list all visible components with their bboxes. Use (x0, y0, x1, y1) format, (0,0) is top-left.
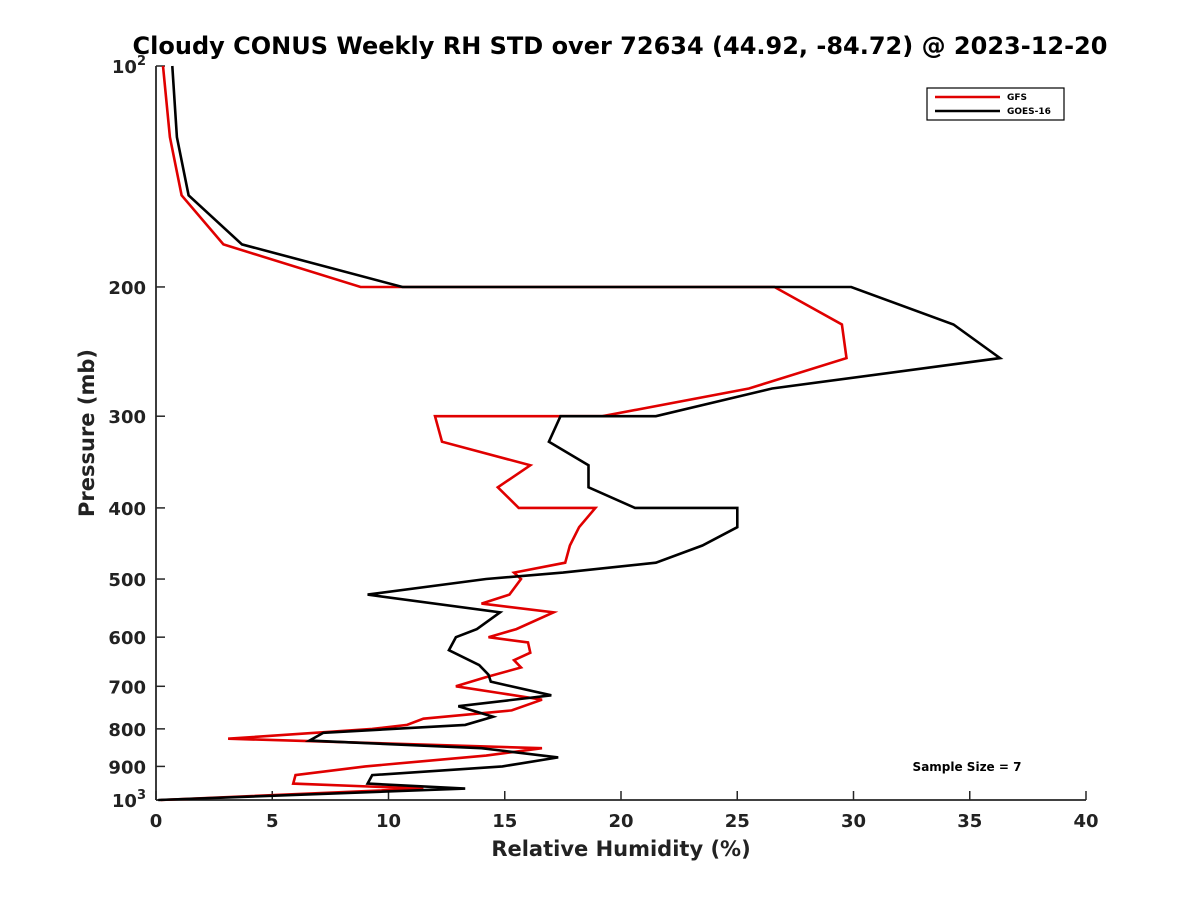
chart-title: Cloudy CONUS Weekly RH STD over 72634 (4… (133, 32, 1108, 60)
x-tick-label: 15 (492, 811, 517, 832)
y-tick-label: 400 (108, 499, 146, 520)
x-tick-label: 20 (608, 811, 633, 832)
x-tick-label: 0 (150, 811, 163, 832)
legend-label-gfs: GFS (1007, 93, 1027, 103)
y-tick-label: 103 (112, 788, 146, 812)
y-tick-label: 600 (108, 628, 146, 649)
legend-label-goes16: GOES-16 (1007, 107, 1051, 117)
x-ticks: 0 5 10 15 20 25 30 35 40 (150, 791, 1099, 832)
y-tick-label: 700 (108, 677, 146, 698)
y-tick-label: 900 (108, 757, 146, 778)
y-tick-label: 300 (108, 407, 146, 428)
y-tick-label: 500 (108, 570, 146, 591)
y-tick-label: 102 (112, 54, 146, 78)
x-tick-label: 25 (725, 811, 750, 832)
x-tick-label: 30 (841, 811, 866, 832)
legend: GFS GOES-16 (926, 87, 1065, 121)
y-ticks: 102 200 300 400 500 600 700 800 900 103 (108, 54, 165, 812)
x-axis-label: Relative Humidity (%) (491, 837, 750, 861)
y-tick-label: 200 (108, 278, 146, 299)
series-line-goes16 (158, 65, 1004, 802)
x-tick-label: 5 (266, 811, 279, 832)
legend-box (926, 87, 1065, 121)
plot-axes (155, 66, 1086, 801)
y-axis-label: Pressure (mb) (75, 349, 99, 517)
y-tick-label: 800 (108, 720, 146, 741)
series-line-gfs (160, 65, 848, 802)
x-tick-label: 40 (1073, 811, 1098, 832)
series-layer (158, 65, 1004, 802)
sample-size-annotation: Sample Size = 7 (913, 760, 1022, 774)
x-tick-label: 35 (957, 811, 982, 832)
x-tick-label: 10 (376, 811, 401, 832)
